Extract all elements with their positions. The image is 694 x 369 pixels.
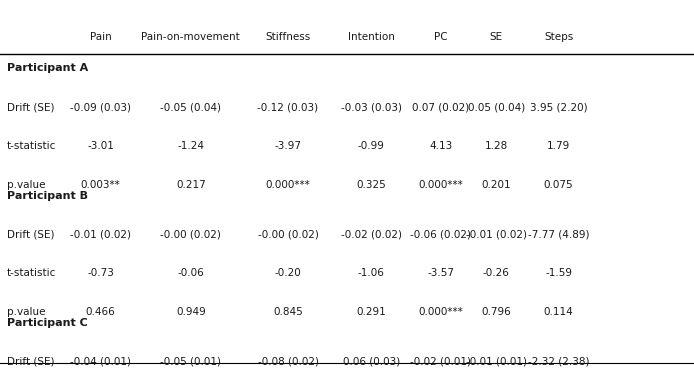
Text: 0.845: 0.845 [273, 307, 303, 317]
Text: -0.03 (0.03): -0.03 (0.03) [341, 102, 402, 112]
Text: -0.00 (0.02): -0.00 (0.02) [160, 229, 221, 239]
Text: -7.77 (4.89): -7.77 (4.89) [528, 229, 589, 239]
Text: 0.000***: 0.000*** [418, 179, 463, 190]
Text: -0.05 (0.01): -0.05 (0.01) [160, 356, 221, 367]
Text: SE: SE [490, 32, 502, 42]
Text: 0.796: 0.796 [482, 307, 511, 317]
Text: 0.217: 0.217 [176, 179, 205, 190]
Text: 4.13: 4.13 [429, 141, 452, 151]
Text: 0.114: 0.114 [544, 307, 573, 317]
Text: 0.075: 0.075 [544, 179, 573, 190]
Text: 0.000***: 0.000*** [418, 307, 463, 317]
Text: 0.201: 0.201 [482, 179, 511, 190]
Text: 0.949: 0.949 [176, 307, 205, 317]
Text: -0.26: -0.26 [483, 268, 509, 278]
Text: 0.000***: 0.000*** [266, 179, 310, 190]
Text: -1.59: -1.59 [545, 268, 572, 278]
Text: Participant C: Participant C [7, 318, 87, 328]
Text: 0.05 (0.04): 0.05 (0.04) [468, 102, 525, 112]
Text: p.value: p.value [7, 307, 45, 317]
Text: -3.97: -3.97 [275, 141, 301, 151]
Text: Intention: Intention [348, 32, 395, 42]
Text: Drift (SE): Drift (SE) [7, 102, 54, 112]
Text: -0.09 (0.03): -0.09 (0.03) [70, 102, 131, 112]
Text: Pain-on-movement: Pain-on-movement [142, 32, 240, 42]
Text: 1.28: 1.28 [484, 141, 508, 151]
Text: 3.95 (2.20): 3.95 (2.20) [530, 102, 588, 112]
Text: -0.99: -0.99 [358, 141, 384, 151]
Text: -0.04 (0.01): -0.04 (0.01) [70, 356, 131, 367]
Text: 0.291: 0.291 [357, 307, 386, 317]
Text: PC: PC [434, 32, 448, 42]
Text: Pain: Pain [90, 32, 112, 42]
Text: -0.01 (0.01): -0.01 (0.01) [466, 356, 527, 367]
Text: -3.57: -3.57 [428, 268, 454, 278]
Text: -0.01 (0.02): -0.01 (0.02) [70, 229, 131, 239]
Text: 0.325: 0.325 [357, 179, 386, 190]
Text: t-statistic: t-statistic [7, 141, 56, 151]
Text: -0.05 (0.04): -0.05 (0.04) [160, 102, 221, 112]
Text: -1.06: -1.06 [358, 268, 384, 278]
Text: 0.003**: 0.003** [81, 179, 121, 190]
Text: -0.20: -0.20 [275, 268, 301, 278]
Text: 1.79: 1.79 [547, 141, 570, 151]
Text: -0.02 (0.01): -0.02 (0.01) [410, 356, 471, 367]
Text: t-statistic: t-statistic [7, 268, 56, 278]
Text: -0.00 (0.02): -0.00 (0.02) [257, 229, 319, 239]
Text: Stiffness: Stiffness [265, 32, 311, 42]
Text: -0.73: -0.73 [87, 268, 114, 278]
Text: -0.06: -0.06 [178, 268, 204, 278]
Text: 0.06 (0.03): 0.06 (0.03) [343, 356, 400, 367]
Text: -0.06 (0.02): -0.06 (0.02) [410, 229, 471, 239]
Text: Drift (SE): Drift (SE) [7, 356, 54, 367]
Text: -0.12 (0.03): -0.12 (0.03) [257, 102, 319, 112]
Text: -2.32 (2.38): -2.32 (2.38) [528, 356, 589, 367]
Text: 0.07 (0.02): 0.07 (0.02) [412, 102, 469, 112]
Text: Drift (SE): Drift (SE) [7, 229, 54, 239]
Text: -0.08 (0.02): -0.08 (0.02) [257, 356, 319, 367]
Text: Participant A: Participant A [7, 63, 88, 73]
Text: -0.02 (0.02): -0.02 (0.02) [341, 229, 402, 239]
Text: -3.01: -3.01 [87, 141, 114, 151]
Text: -1.24: -1.24 [178, 141, 204, 151]
Text: 0.466: 0.466 [86, 307, 115, 317]
Text: Steps: Steps [544, 32, 573, 42]
Text: -0.01 (0.02): -0.01 (0.02) [466, 229, 527, 239]
Text: p.value: p.value [7, 179, 45, 190]
Text: Participant B: Participant B [7, 190, 88, 201]
